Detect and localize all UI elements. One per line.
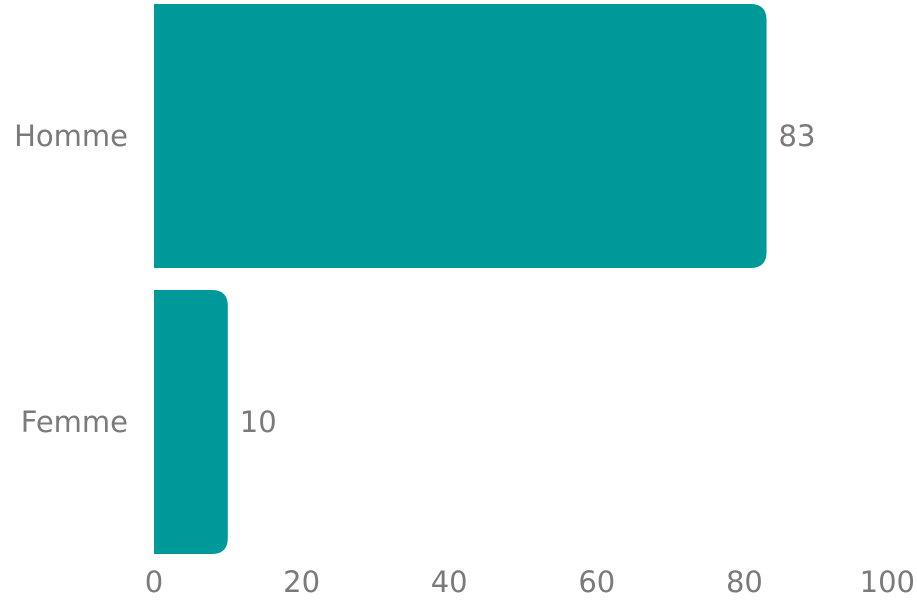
x-tick-label-0: 0 xyxy=(145,565,163,599)
bar-homme xyxy=(154,4,767,268)
x-tick-label-60: 60 xyxy=(578,565,615,599)
data-label-femme: 10 xyxy=(240,405,277,439)
x-tick-label-40: 40 xyxy=(431,565,468,599)
x-tick-label-20: 20 xyxy=(283,565,320,599)
data-labels: 83 10 xyxy=(240,119,816,439)
x-tick-label-80: 80 xyxy=(726,565,763,599)
x-axis-ticks: 0 20 40 60 80 100 xyxy=(145,565,915,599)
category-label-homme: Homme xyxy=(14,119,128,153)
bars-group xyxy=(154,4,767,554)
data-label-homme: 83 xyxy=(779,119,816,153)
category-labels: Homme Femme xyxy=(14,119,128,439)
category-label-femme: Femme xyxy=(21,405,128,439)
x-tick-label-100: 100 xyxy=(860,565,915,599)
bar-femme xyxy=(154,290,228,554)
